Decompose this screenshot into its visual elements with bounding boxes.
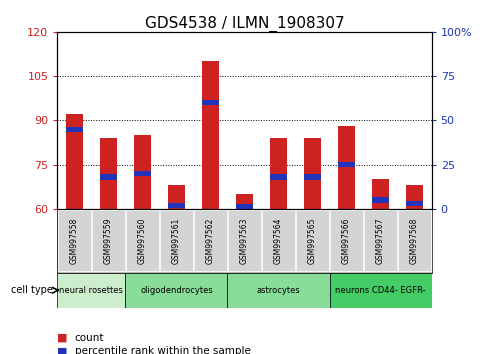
Bar xyxy=(202,100,219,105)
Bar xyxy=(372,198,389,202)
Text: GSM997563: GSM997563 xyxy=(240,217,249,264)
Bar xyxy=(236,194,253,209)
Bar xyxy=(406,201,423,206)
Bar xyxy=(228,273,329,308)
Text: ■: ■ xyxy=(57,333,68,343)
Text: GSM997558: GSM997558 xyxy=(70,217,79,264)
Bar xyxy=(100,175,117,180)
Bar xyxy=(329,273,432,308)
Bar xyxy=(398,210,431,271)
Bar xyxy=(372,179,389,209)
Text: GSM997562: GSM997562 xyxy=(206,217,215,264)
Text: percentile rank within the sample: percentile rank within the sample xyxy=(75,346,250,354)
Text: count: count xyxy=(75,333,104,343)
Bar xyxy=(66,114,83,209)
Text: neurons CD44- EGFR-: neurons CD44- EGFR- xyxy=(335,286,426,295)
Bar xyxy=(338,162,355,167)
Bar xyxy=(100,138,117,209)
Bar xyxy=(58,210,91,271)
Bar xyxy=(126,210,159,271)
Bar xyxy=(406,185,423,209)
Bar xyxy=(202,61,219,209)
Text: astrocytes: astrocytes xyxy=(256,286,300,295)
Bar xyxy=(270,138,287,209)
Bar xyxy=(134,171,151,176)
Text: GSM997561: GSM997561 xyxy=(172,217,181,264)
Bar xyxy=(364,210,397,271)
Bar xyxy=(304,138,321,209)
Text: GSM997559: GSM997559 xyxy=(104,217,113,264)
Text: GSM997565: GSM997565 xyxy=(308,217,317,264)
Bar xyxy=(160,210,193,271)
Bar xyxy=(168,202,185,208)
Text: GSM997564: GSM997564 xyxy=(274,217,283,264)
Bar xyxy=(296,210,329,271)
Text: oligodendrocytes: oligodendrocytes xyxy=(140,286,213,295)
Text: ■: ■ xyxy=(57,346,68,354)
Bar xyxy=(270,175,287,180)
Bar xyxy=(194,210,227,271)
Text: cell type: cell type xyxy=(10,285,52,295)
Title: GDS4538 / ILMN_1908307: GDS4538 / ILMN_1908307 xyxy=(145,16,344,32)
Text: GSM997567: GSM997567 xyxy=(376,217,385,264)
Bar xyxy=(134,135,151,209)
Bar xyxy=(330,210,363,271)
Bar xyxy=(66,127,83,132)
Bar xyxy=(262,210,295,271)
Bar xyxy=(57,273,125,308)
Text: GSM997568: GSM997568 xyxy=(410,217,419,264)
Bar xyxy=(338,126,355,209)
Bar xyxy=(304,175,321,180)
Bar xyxy=(236,205,253,210)
Text: GSM997566: GSM997566 xyxy=(342,217,351,264)
Bar xyxy=(228,210,261,271)
Bar xyxy=(92,210,125,271)
Bar xyxy=(125,273,228,308)
Bar xyxy=(168,185,185,209)
Text: GSM997560: GSM997560 xyxy=(138,217,147,264)
Text: neural rosettes: neural rosettes xyxy=(59,286,123,295)
